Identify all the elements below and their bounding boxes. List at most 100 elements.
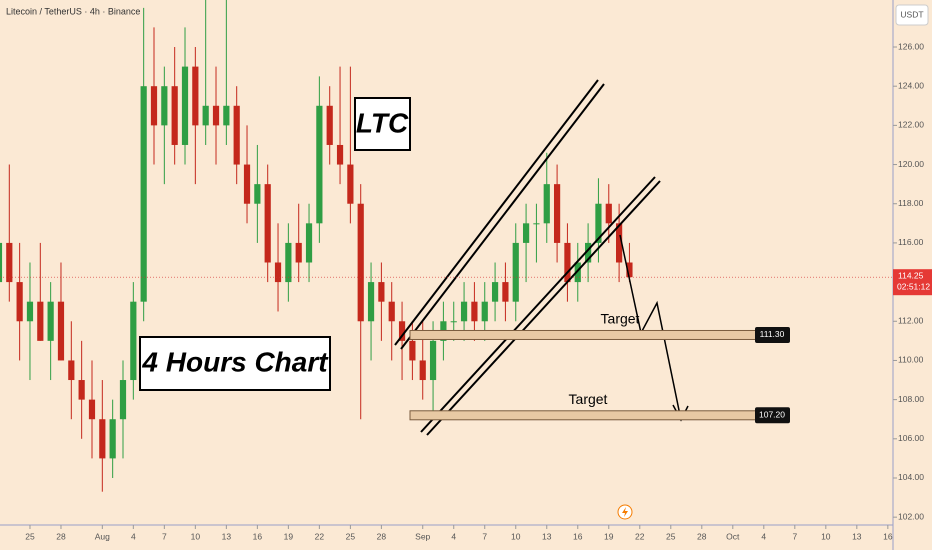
candle-body [78, 380, 85, 400]
candle-body [502, 282, 509, 302]
y-tick-label: 118.00 [898, 198, 924, 208]
x-tick-label: 4 [761, 531, 766, 541]
target-zone [409, 329, 789, 340]
x-tick-label: 13 [542, 531, 552, 541]
candle-body [274, 262, 282, 283]
candle-body [88, 399, 96, 420]
x-tick-label: 4 [451, 531, 456, 541]
candle-body [223, 105, 230, 126]
candle-body [460, 301, 468, 322]
candle-body [367, 282, 375, 322]
candle-body [626, 262, 633, 278]
candle-body [57, 301, 65, 361]
annotation: 4 Hours Chart [141, 346, 329, 377]
y-tick-label: 126.00 [898, 41, 924, 51]
x-tick-label: 16 [573, 531, 583, 541]
candle-body [109, 419, 116, 459]
x-tick-label: 25 [25, 531, 35, 541]
candle-body [388, 301, 395, 322]
candle-body [512, 242, 519, 302]
candle-body [553, 184, 561, 243]
y-tick-label: 110.00 [898, 355, 924, 365]
candle-body [409, 340, 416, 361]
candle-body [595, 203, 602, 243]
target-text: Target [601, 311, 640, 327]
annotation-box [139, 336, 331, 391]
candle-body [233, 105, 240, 165]
y-tick-label: 108.00 [898, 394, 924, 404]
candle-body [522, 223, 530, 243]
x-tick-label: 28 [56, 531, 66, 541]
target-price-label: 111.30 [760, 329, 785, 339]
annotation: LTC [356, 107, 409, 138]
unit-label: USDT [900, 9, 923, 19]
x-tick-label: 7 [482, 531, 487, 541]
countdown-label: 02:51:12 [897, 281, 930, 291]
candle-body [357, 203, 364, 322]
chart-title: Litecoin / TetherUS · 4h · Binance [6, 6, 140, 16]
x-tick-label: 7 [792, 531, 797, 541]
candle-body [336, 144, 344, 165]
y-tick-label: 102.00 [898, 511, 924, 521]
candle-body [254, 184, 261, 204]
x-tick-label: 22 [315, 531, 325, 541]
candle-body [68, 360, 75, 381]
candle-body [130, 301, 137, 381]
target-price-label: 107.20 [759, 410, 785, 420]
x-tick-label: 28 [377, 531, 387, 541]
candle-body [119, 380, 127, 420]
y-tick-label: 116.00 [898, 237, 924, 247]
candle-body [305, 223, 313, 263]
x-tick-label: Oct [726, 531, 740, 541]
unit-box[interactable] [895, 4, 929, 26]
x-tick-label: Aug [95, 531, 110, 541]
y-tick-label: 104.00 [898, 472, 924, 482]
candle-body [150, 86, 158, 126]
target-price-box [755, 326, 790, 343]
candle-body [243, 164, 251, 204]
candle-body [26, 301, 34, 322]
channel [394, 79, 661, 436]
candle-body [450, 321, 457, 323]
x-tick-label: 10 [821, 531, 831, 541]
candle-body [584, 242, 592, 263]
candle-body [398, 321, 406, 341]
candle-body [378, 282, 385, 302]
channel-line [400, 83, 605, 350]
candle-body [543, 184, 550, 224]
candle-body [316, 105, 323, 224]
candle-body [429, 340, 437, 381]
target-text: Target [569, 391, 608, 407]
candle-body [481, 301, 488, 322]
candle-body [574, 262, 581, 283]
candle-body [212, 105, 220, 126]
candle-body [181, 66, 189, 145]
candle-body [419, 360, 426, 381]
x-tick-label: 25 [346, 531, 356, 541]
candle-body [47, 301, 54, 341]
x-tick-label: 16 [253, 531, 263, 541]
arrow-path [619, 234, 682, 421]
candle-body [605, 203, 612, 224]
x-tick-label: 10 [511, 531, 521, 541]
candle-body [16, 282, 23, 322]
candle-body [471, 301, 478, 322]
target-zone [409, 410, 789, 421]
x-tick-label: 25 [666, 531, 676, 541]
candle-body [616, 223, 623, 263]
x-tick-label: 19 [604, 531, 614, 541]
candle-body [533, 223, 540, 225]
x-tick-label: 16 [883, 531, 893, 541]
current-price-label: 114.25 [898, 270, 924, 280]
candle-body [491, 282, 499, 302]
x-tick-label: 22 [635, 531, 645, 541]
y-tick-label: 112.00 [898, 316, 924, 326]
channel-line [426, 180, 661, 436]
candle-body [171, 86, 178, 145]
y-tick-label: 124.00 [898, 80, 924, 90]
x-tick-label: 13 [222, 531, 232, 541]
candle-body [0, 242, 3, 283]
